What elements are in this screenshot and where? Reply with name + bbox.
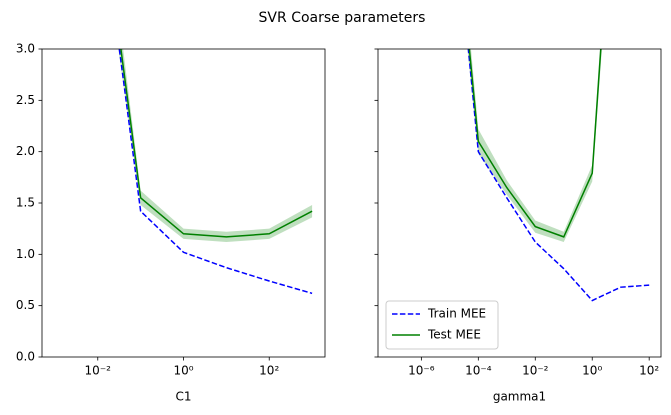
- x-tick-label: 10⁰: [173, 364, 193, 378]
- series-line: [118, 49, 313, 295]
- y-tick-label: 1.5: [16, 196, 35, 210]
- x-axis-label: C1: [175, 390, 191, 404]
- y-tick-label: 1.0: [16, 247, 35, 261]
- x-tick-label: 10²: [259, 364, 279, 378]
- axes-frame: [41, 48, 326, 358]
- legend-box: [385, 300, 499, 350]
- x-tick-label: 10⁰: [582, 364, 602, 378]
- error-band: [118, 49, 313, 243]
- x-tick-label: 10⁻⁶: [408, 364, 435, 378]
- figure-title: SVR Coarse parameters: [259, 10, 426, 26]
- x-tick-label: 10⁻⁴: [465, 364, 492, 378]
- series-line: [120, 49, 313, 238]
- x-tick-label: 10⁻²: [522, 364, 549, 378]
- y-tick-label: 0.0: [16, 350, 35, 364]
- plot-area: [467, 49, 650, 302]
- error-band: [467, 49, 602, 243]
- x-tick-label: 10²: [639, 364, 659, 378]
- x-tick-label: 10⁻²: [85, 364, 112, 378]
- legend-label: Train MEE: [427, 307, 486, 321]
- y-tick-label: 2.5: [16, 93, 35, 107]
- plot-area: [118, 49, 313, 295]
- y-tick-label: 0.5: [16, 298, 35, 312]
- y-tick-label: 3.0: [16, 42, 35, 56]
- series-line: [468, 49, 602, 238]
- y-tick-label: 2.0: [16, 144, 35, 158]
- x-axis-label: gamma1: [493, 390, 546, 404]
- series-line: [467, 49, 650, 302]
- legend-label: Test MEE: [427, 328, 481, 342]
